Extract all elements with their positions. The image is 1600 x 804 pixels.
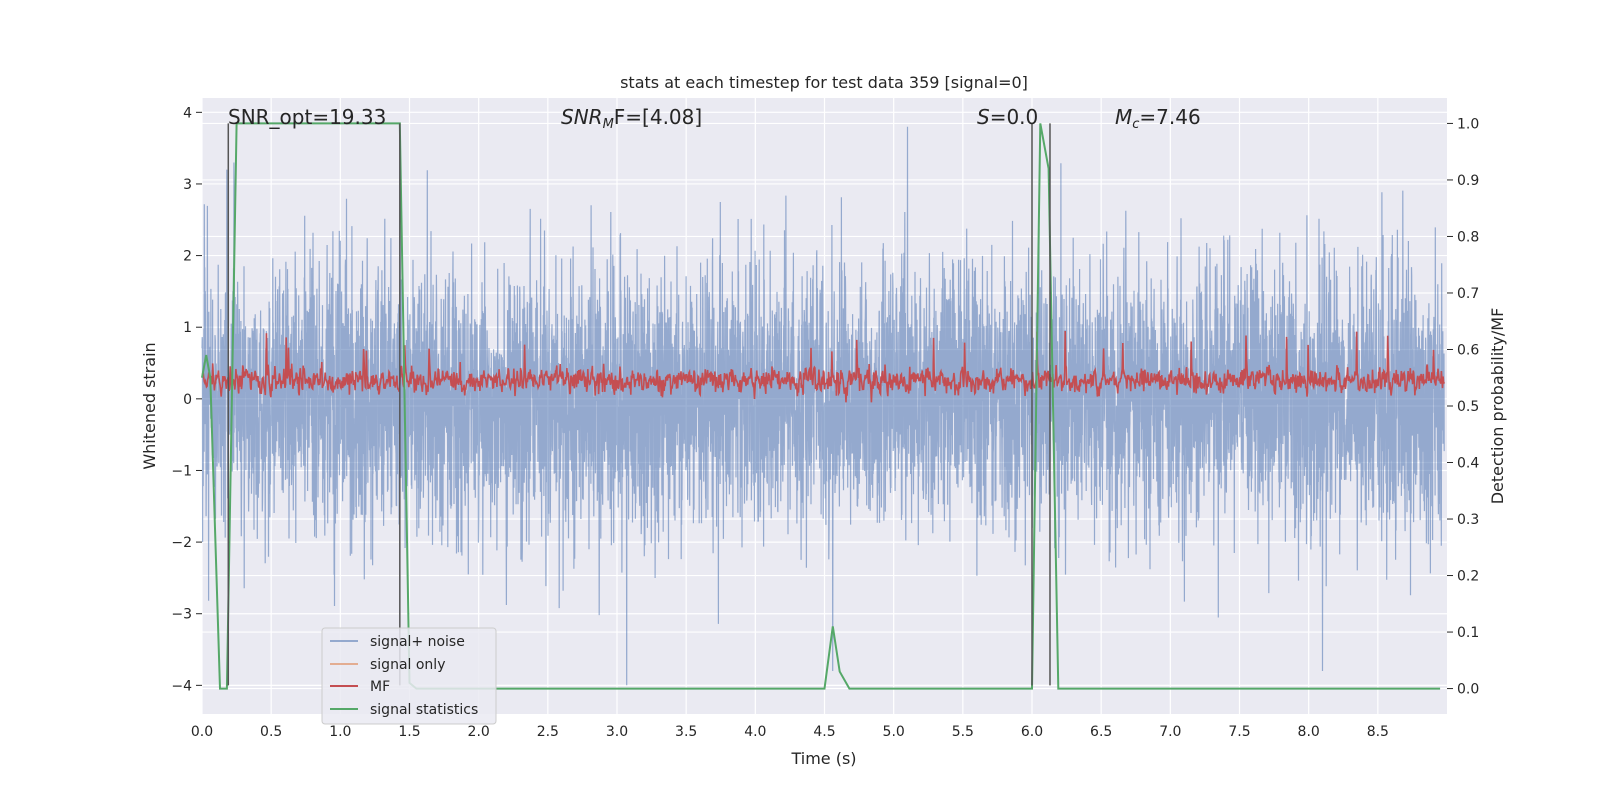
y2-tick-label: 0.6: [1457, 342, 1479, 358]
legend-label-signal-statistics: signal statistics: [370, 702, 478, 718]
series-signal-noise: [201, 126, 1445, 686]
y2-tick-label: 1.0: [1457, 116, 1479, 132]
y-tick-label: −4: [171, 678, 192, 694]
y-tick-label: 0: [183, 392, 192, 408]
x-tick-label: 4.0: [744, 724, 766, 740]
x-tick-label: 8.0: [1298, 724, 1320, 740]
y-tick-label: −1: [171, 463, 192, 479]
annotation-mc: Mc=7.46: [1115, 105, 1201, 132]
x-tick-label: 6.0: [1021, 724, 1043, 740]
annotation-snr-mf: SNRMF=[4.08]: [561, 105, 702, 132]
y2-tick-label: 0.2: [1457, 569, 1479, 585]
x-tick-label: 1.5: [398, 724, 420, 740]
mc-rest: =7.46: [1139, 105, 1200, 129]
legend: signal+ noise signal only MF signal stat…: [321, 627, 497, 725]
y2-tick-label: 0.3: [1457, 512, 1479, 528]
s-rest: =0.0: [990, 105, 1039, 129]
y-tick-label: −3: [171, 607, 192, 623]
series-mf: [201, 330, 1445, 403]
y-tick-label: −2: [171, 535, 192, 551]
x-tick-label: 8.5: [1367, 724, 1389, 740]
mc-name: M: [1115, 105, 1132, 129]
y-tick-label: 1: [183, 320, 192, 336]
y2-tick-label: 0.4: [1457, 456, 1479, 472]
x-tick-label: 1.0: [329, 724, 351, 740]
y2-tick-label: 0.1: [1457, 625, 1479, 641]
y2-tick-label: 0.7: [1457, 286, 1479, 302]
x-tick-label: 5.5: [952, 724, 974, 740]
x-tick-label: 5.0: [883, 724, 905, 740]
x-tick-label: 0.5: [260, 724, 282, 740]
x-tick-label: 3.5: [675, 724, 697, 740]
legend-label-signal-noise: signal+ noise: [370, 634, 465, 650]
x-tick-label: 2.5: [537, 724, 559, 740]
y-tick-label: 4: [183, 105, 192, 121]
y2-tick-label: 0.5: [1457, 399, 1479, 415]
legend-label-mf: MF: [370, 679, 390, 695]
annotation-snr-opt: SNR_opt=19.33: [228, 105, 386, 129]
snr-mf-sub: M: [603, 117, 614, 132]
x-tick-label: 3.0: [606, 724, 628, 740]
vertical-lines: [227, 123, 1051, 686]
y2-tick-label: 0.9: [1457, 173, 1479, 189]
y2-tick-label: 0.0: [1457, 682, 1479, 698]
x-tick-label: 6.5: [1090, 724, 1112, 740]
y-tick-label: 3: [183, 177, 192, 193]
chart-title: stats at each timestep for test data 359…: [620, 73, 1028, 92]
x-tick-label: 0.0: [191, 724, 213, 740]
legend-box: [321, 627, 497, 725]
x-tick-label: 4.5: [813, 724, 835, 740]
y-tick-label: 2: [183, 249, 192, 265]
y2-tick-label: 0.8: [1457, 229, 1479, 245]
x-axis-label: Time (s): [790, 749, 856, 768]
legend-label-signal-only: signal only: [370, 657, 445, 673]
axis-ticks: 0.0 0.5 1.0 1.5 2.0 2.5 3.0 3.5 4.0 4.5 5.0 5.5 6.0 6…: [171, 105, 1479, 740]
x-tick-label: 2.0: [468, 724, 490, 740]
snr-mf-rest: F=[4.08]: [614, 105, 702, 129]
s-name: S: [977, 105, 990, 129]
series-layer: [201, 122, 1445, 690]
snr-mf-name: SNR: [561, 105, 603, 129]
annotation-s: S=0.0: [977, 105, 1038, 129]
series-signal-statistics: [201, 122, 1441, 690]
y2-axis-label: Detection probability/MF: [1488, 308, 1507, 505]
x-tick-label: 7.5: [1228, 724, 1250, 740]
y-axis-label: Whitened strain: [140, 342, 159, 469]
x-tick-label: 7.0: [1159, 724, 1181, 740]
mc-sub: c: [1132, 117, 1139, 132]
